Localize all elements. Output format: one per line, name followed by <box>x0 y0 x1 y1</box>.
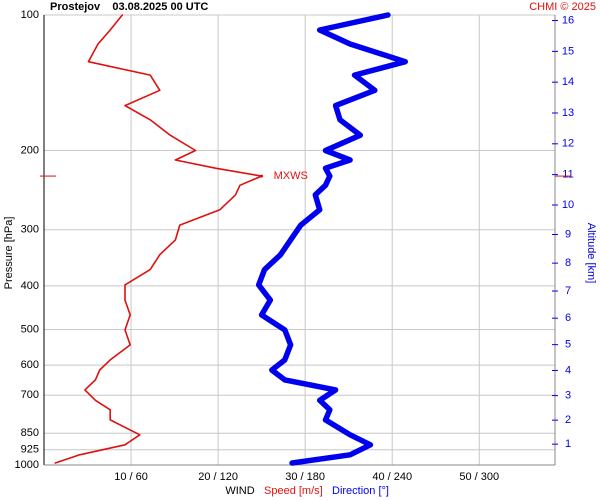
y2-tick-label: 5 <box>565 339 571 351</box>
y2-tick-label: 13 <box>562 107 574 119</box>
y2-tick-label: 2 <box>565 414 571 426</box>
x-tick-label: 10 / 60 <box>114 471 148 483</box>
x-axis-label: WIND <box>225 485 254 497</box>
y-tick-label: 400 <box>21 280 39 292</box>
speed-line <box>54 14 263 464</box>
x-tick-label: 30 / 180 <box>285 471 325 483</box>
y2-tick-label: 10 <box>562 199 574 211</box>
y-tick-label: 925 <box>21 444 39 456</box>
legend-direction: Direction [°] <box>332 485 389 497</box>
y-tick-label: 500 <box>21 323 39 335</box>
x-tick-label: 50 / 300 <box>459 471 499 483</box>
y2-tick-label: 3 <box>565 390 571 402</box>
y2-tick-label: 16 <box>562 14 574 26</box>
y2-tick-label: 14 <box>562 76 574 88</box>
y2-axis-label: Altitude [km] <box>585 223 597 284</box>
y-tick-label: 600 <box>21 359 39 371</box>
y-tick-label: 100 <box>21 9 39 21</box>
y2-tick-label: 9 <box>565 228 571 240</box>
x-tick-label: 20 / 120 <box>198 471 238 483</box>
y2-tick-label: 6 <box>565 312 571 324</box>
max-wind-point <box>260 174 264 178</box>
y2-tick-label: 15 <box>562 45 574 57</box>
y2-tick-label: 1 <box>565 438 571 450</box>
y-tick-label: 1000 <box>15 459 39 471</box>
y-tick-label: 200 <box>21 144 39 156</box>
y-tick-label: 850 <box>21 427 39 439</box>
y2-tick-label: 11 <box>562 169 573 181</box>
y-tick-label: 300 <box>21 224 39 236</box>
x-tick-label: 40 / 240 <box>372 471 412 483</box>
source: CHMI © 2025 <box>529 1 596 13</box>
y-axis-label: Pressure [hPa] <box>3 217 15 290</box>
y2-tick-label: 12 <box>562 138 574 150</box>
max-wind-label: MXWS <box>274 170 308 182</box>
legend-speed: Speed [m/s] <box>264 485 323 497</box>
chart-title: Prostejov 03.08.2025 00 UTC <box>50 1 208 13</box>
y-tick-label: 700 <box>21 389 39 401</box>
y2-tick-label: 8 <box>565 257 571 269</box>
y2-tick-label: 4 <box>565 364 571 376</box>
direction-line <box>255 12 409 466</box>
y2-tick-label: 7 <box>565 285 571 297</box>
